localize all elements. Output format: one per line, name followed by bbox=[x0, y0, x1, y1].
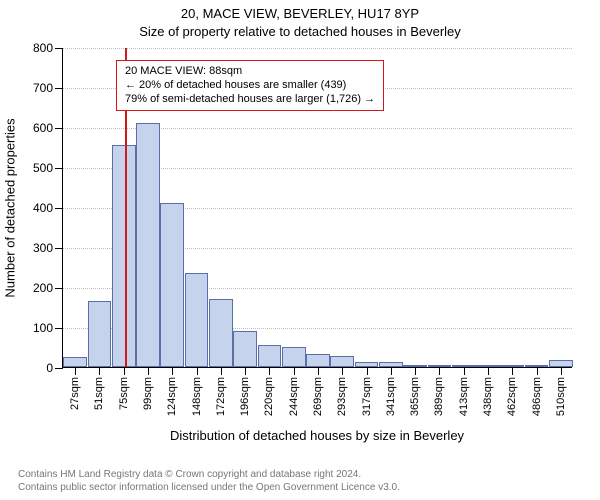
chart-plot-area: 010020030040050060070080027sqm51sqm75sqm… bbox=[62, 48, 572, 368]
x-tick-label: 51sqm bbox=[93, 377, 105, 410]
x-tick bbox=[512, 367, 513, 375]
x-tick bbox=[148, 367, 149, 375]
y-tick-label: 500 bbox=[33, 161, 53, 175]
legend-line: 79% of semi-detached houses are larger (… bbox=[125, 93, 375, 107]
footer-line: Contains HM Land Registry data © Crown c… bbox=[18, 469, 590, 482]
histogram-bar bbox=[136, 123, 160, 367]
histogram-bar bbox=[63, 357, 87, 367]
histogram-bar bbox=[112, 145, 136, 367]
histogram-bar bbox=[258, 345, 282, 367]
x-tick-label: 389sqm bbox=[433, 377, 445, 416]
x-tick bbox=[318, 367, 319, 375]
x-tick-label: 124sqm bbox=[166, 377, 178, 416]
histogram-bar bbox=[306, 354, 330, 367]
x-tick bbox=[294, 367, 295, 375]
y-tick bbox=[55, 368, 63, 369]
x-tick bbox=[124, 367, 125, 375]
x-tick-label: 244sqm bbox=[288, 377, 300, 416]
x-tick bbox=[197, 367, 198, 375]
x-axis-label: Distribution of detached houses by size … bbox=[62, 428, 572, 443]
legend-line: 20 MACE VIEW: 88sqm bbox=[125, 65, 375, 79]
y-tick-label: 700 bbox=[33, 81, 53, 95]
y-tick-label: 100 bbox=[33, 321, 53, 335]
x-tick-label: 341sqm bbox=[385, 377, 397, 416]
x-tick-label: 99sqm bbox=[142, 377, 154, 410]
x-tick bbox=[99, 367, 100, 375]
footer-line: Contains public sector information licen… bbox=[18, 482, 590, 495]
x-tick-label: 413sqm bbox=[458, 377, 470, 416]
y-tick-label: 800 bbox=[33, 41, 53, 55]
y-tick bbox=[55, 208, 63, 209]
x-tick-label: 269sqm bbox=[312, 377, 324, 416]
x-tick-label: 220sqm bbox=[263, 377, 275, 416]
histogram-bar bbox=[233, 331, 257, 367]
y-tick-label: 0 bbox=[46, 361, 53, 375]
y-tick bbox=[55, 168, 63, 169]
plot: 010020030040050060070080027sqm51sqm75sqm… bbox=[62, 48, 572, 368]
x-tick bbox=[391, 367, 392, 375]
y-tick-label: 600 bbox=[33, 121, 53, 135]
histogram-bar bbox=[330, 356, 354, 367]
x-tick-label: 317sqm bbox=[361, 377, 373, 416]
x-tick bbox=[439, 367, 440, 375]
grid-line bbox=[63, 48, 572, 49]
y-tick bbox=[55, 128, 63, 129]
y-tick bbox=[55, 248, 63, 249]
histogram-bar bbox=[185, 273, 209, 367]
y-tick bbox=[55, 328, 63, 329]
x-tick bbox=[488, 367, 489, 375]
y-axis-label: Number of detached properties bbox=[3, 118, 18, 297]
page-subtitle: Size of property relative to detached ho… bbox=[0, 22, 600, 40]
x-tick-label: 75sqm bbox=[118, 377, 130, 410]
histogram-bar bbox=[88, 301, 112, 367]
x-tick bbox=[561, 367, 562, 375]
histogram-bar bbox=[209, 299, 233, 367]
x-tick-label: 196sqm bbox=[239, 377, 251, 416]
x-tick bbox=[75, 367, 76, 375]
x-tick-label: 462sqm bbox=[506, 377, 518, 416]
y-tick bbox=[55, 88, 63, 89]
x-tick-label: 172sqm bbox=[215, 377, 227, 416]
x-tick bbox=[342, 367, 343, 375]
y-tick-label: 300 bbox=[33, 241, 53, 255]
x-tick-label: 438sqm bbox=[482, 377, 494, 416]
histogram-bar bbox=[160, 203, 184, 367]
x-tick-label: 27sqm bbox=[69, 377, 81, 410]
y-tick-label: 400 bbox=[33, 201, 53, 215]
x-tick bbox=[221, 367, 222, 375]
x-tick bbox=[415, 367, 416, 375]
legend-line: ← 20% of detached houses are smaller (43… bbox=[125, 79, 375, 93]
x-tick bbox=[269, 367, 270, 375]
footer-attribution: Contains HM Land Registry data © Crown c… bbox=[18, 469, 590, 494]
histogram-bar bbox=[549, 360, 573, 367]
x-tick-label: 365sqm bbox=[409, 377, 421, 416]
x-tick bbox=[537, 367, 538, 375]
y-tick bbox=[55, 288, 63, 289]
page-title: 20, MACE VIEW, BEVERLEY, HU17 8YP bbox=[0, 0, 600, 22]
legend-box: 20 MACE VIEW: 88sqm← 20% of detached hou… bbox=[116, 60, 384, 111]
y-tick-label: 200 bbox=[33, 281, 53, 295]
x-tick-label: 486sqm bbox=[531, 377, 543, 416]
x-tick-label: 148sqm bbox=[191, 377, 203, 416]
x-tick bbox=[367, 367, 368, 375]
y-tick bbox=[55, 48, 63, 49]
x-tick bbox=[245, 367, 246, 375]
x-tick bbox=[464, 367, 465, 375]
x-tick bbox=[172, 367, 173, 375]
histogram-bar bbox=[282, 347, 306, 367]
x-tick-label: 510sqm bbox=[555, 377, 567, 416]
x-tick-label: 293sqm bbox=[336, 377, 348, 416]
